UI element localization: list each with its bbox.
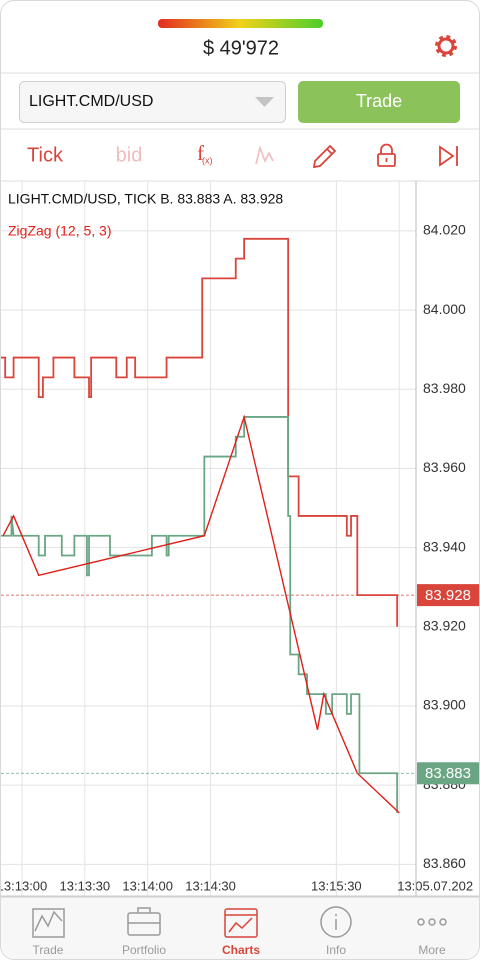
y-tick-label: 83.920 [423,617,466,633]
y-tick-label: 84.020 [423,222,466,238]
current-price-label: 83.928 [425,587,471,604]
y-tick-label: 84.000 [423,301,466,317]
balance-bar [158,19,323,28]
tab-bar [1,897,479,959]
charts-tab-icon[interactable] [224,908,258,938]
x-tick-label: 13:13:00 [1,878,47,893]
balance: $ 49'972 [203,37,279,59]
symbol: LIGHT.CMD/USD [29,93,153,110]
symbol-dropdown[interactable] [19,81,286,123]
chart-title: LIGHT.CMD/USD, TICK B. 83.883 A. 83.928 [8,191,283,207]
more-tab-icon[interactable] [417,918,447,926]
y-tick-label: 83.900 [423,697,466,713]
dropdown-arrow [255,97,274,107]
price-line [1,416,399,813]
tab-label[interactable]: Charts [222,943,260,957]
y-tick-label: 83.980 [423,380,466,396]
x-tick-label: 13:13:30 [60,878,111,893]
x-tick-label: 13:14:30 [185,878,236,893]
trade-button-label: Trade [356,91,402,111]
lock-icon[interactable] [377,143,396,167]
price-line [2,414,400,814]
tab-label[interactable]: Trade [33,943,64,957]
x-tick-label: 13:14:00 [122,878,173,893]
settings-icon[interactable] [435,35,457,57]
trade-tab-icon[interactable] [32,908,65,938]
pencil-icon[interactable] [312,144,337,169]
y-tick-label: 83.940 [423,538,466,554]
price-side-button[interactable]: bid [116,144,143,166]
info-tab-icon[interactable] [320,906,352,938]
y-tick-label: 83.860 [423,855,466,871]
trade-button[interactable] [298,81,460,123]
y-tick-label: 83.960 [423,459,466,475]
function-button-sub: (x) [202,155,213,165]
current-price-label: 83.883 [425,765,471,782]
tab-label[interactable]: Portfolio [122,943,166,957]
price-line [1,237,399,627]
mode-button[interactable]: Tick [27,144,64,166]
indicator-label: ZigZag (12, 5, 3) [8,223,112,239]
draw-line-icon[interactable] [255,145,274,165]
x-tick-label: 13:15:30 [311,878,362,893]
current-price-box [417,584,479,607]
tab-label[interactable]: More [418,943,446,957]
x-tick-label: 13:05.07.202 [397,878,473,893]
function-button[interactable]: f [197,141,204,165]
portfolio-tab-icon[interactable] [127,907,161,936]
chart: 83.86083.88083.90083.92083.94083.96083.9… [1,181,479,897]
tab-label[interactable]: Info [326,943,346,957]
scroll-end-icon[interactable] [439,145,458,167]
current-price-box [417,762,479,785]
